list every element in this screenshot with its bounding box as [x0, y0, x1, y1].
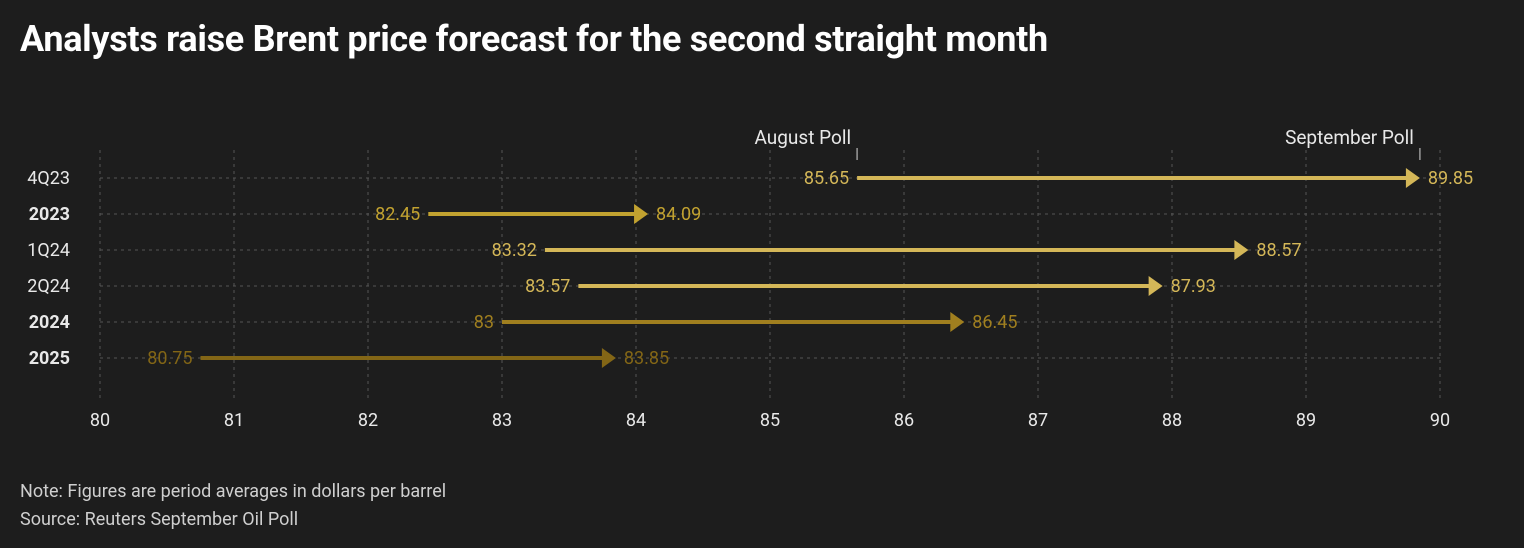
arrow-head [1149, 276, 1163, 296]
x-tick-label: 80 [90, 410, 110, 431]
arrow-head [1234, 240, 1248, 260]
end-value-label: 86.45 [972, 312, 1017, 333]
legend-start-label: August Poll [755, 126, 852, 149]
x-tick-label: 88 [1162, 410, 1182, 431]
end-value-label: 89.85 [1428, 168, 1473, 189]
forecast-chart: 80 81 82 83 84 85 86 87 88 89 90 4Q23 85.65 89.85 2023… [20, 100, 1504, 440]
x-tick-label: 81 [224, 410, 244, 431]
start-value-label: 83 [474, 312, 494, 333]
chart-note: Note: Figures are period averages in dol… [20, 481, 446, 502]
row-label: 4Q23 [27, 168, 70, 189]
row-label: 2Q24 [27, 276, 70, 297]
row-label: 2025 [29, 348, 70, 369]
x-tick-label: 87 [1028, 410, 1048, 431]
start-value-label: 83.32 [492, 240, 537, 261]
legend-end-label: September Poll [1285, 126, 1414, 149]
start-value-label: 82.45 [375, 204, 420, 225]
end-value-label: 87.93 [1171, 276, 1216, 297]
x-tick-label: 83 [492, 410, 512, 431]
start-value-label: 83.57 [525, 276, 570, 297]
x-tick-label: 86 [894, 410, 914, 431]
end-value-label: 88.57 [1256, 240, 1301, 261]
page-title: Analysts raise Brent price forecast for … [0, 0, 1524, 60]
row-label: 1Q24 [27, 240, 70, 261]
row-label: 2023 [29, 204, 70, 225]
end-value-label: 84.09 [656, 204, 701, 225]
arrow-head [1406, 168, 1420, 188]
x-tick-label: 85 [760, 410, 780, 431]
arrow-head [602, 348, 616, 368]
chart-source: Source: Reuters September Oil Poll [20, 509, 298, 530]
chart-svg: 80 81 82 83 84 85 86 87 88 89 90 4Q23 85.65 89.85 2023… [20, 100, 1504, 440]
start-value-label: 80.75 [147, 348, 192, 369]
row-label: 2024 [29, 312, 70, 333]
start-value-label: 85.65 [804, 168, 849, 189]
x-tick-label: 82 [358, 410, 378, 431]
x-tick-label: 89 [1296, 410, 1316, 431]
x-tick-label: 84 [626, 410, 646, 431]
arrow-head [950, 312, 964, 332]
arrow-head [634, 204, 648, 224]
x-tick-label: 90 [1430, 410, 1450, 431]
end-value-label: 83.85 [624, 348, 669, 369]
